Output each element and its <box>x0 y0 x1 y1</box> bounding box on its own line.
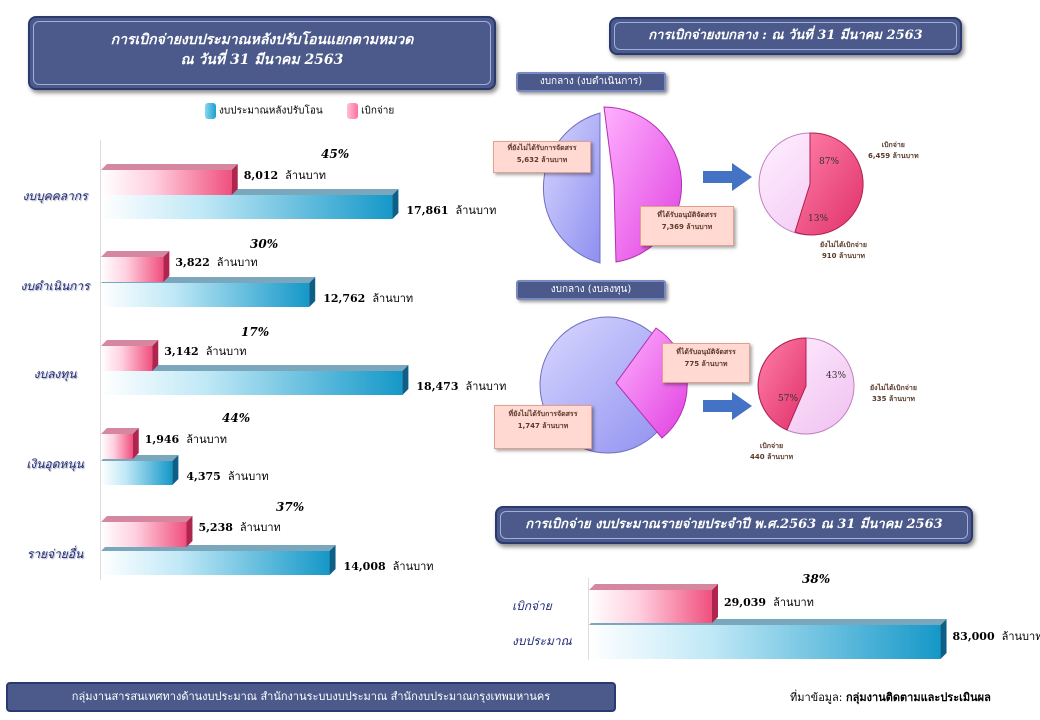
spent-value-1: 3,822 ล้านบาท <box>175 256 258 269</box>
subpie2-spent-value: 440 <box>750 453 765 461</box>
pie1-note-unallocated-value: 5,632 <box>516 156 539 164</box>
annual-budget-title-text: การเบิกจ่าย งบประมาณรายจ่ายประจำปี พ.ศ.2… <box>525 517 943 532</box>
budget-value-0: 17,861 ล้านบาท <box>406 204 497 217</box>
percent-label-1: 30% <box>250 237 279 251</box>
data-source: ที่มาข้อมูล: กลุ่มงานติดตามและประเมินผล <box>790 688 991 706</box>
annual-budget-title: การเบิกจ่าย งบประมาณรายจ่ายประจำปี พ.ศ.2… <box>495 506 973 544</box>
subpie1-spent-label: เบิกจ่าย 6,459 ล้านบาท <box>868 140 919 162</box>
pie1-note-allocated: ที่ได้รับอนุมัติจัดสรร 7,369 ล้านบาท <box>640 206 734 246</box>
pie1-button[interactable]: งบกลาง (งบดำเนินการ) <box>516 72 666 92</box>
left-chart-subtitle: ณ วันที่ 31 มีนาคม 2563 <box>180 52 344 68</box>
percent-label-0: 45% <box>321 147 350 161</box>
budget-bar-4 <box>101 545 336 575</box>
spent-value-0: 8,012 ล้านบาท <box>243 169 327 182</box>
subpie2-spent-label-text: เบิกจ่าย <box>759 442 784 450</box>
central-budget-title-text: การเบิกจ่ายงบกลาง : ณ วันที่ 31 มีนาคม 2… <box>648 28 923 43</box>
subpie1-spent-pct: 87% <box>819 157 840 167</box>
subpie1-unspent-label: ยังไม่ได้เบิกจ่าย 910 ล้านบาท <box>820 240 867 262</box>
category-label-1: งบดำเนินการ <box>20 279 90 293</box>
pie2-note-unallocated: ที่ยังไม่ได้รับการจัดสรร 1,747 ล้านบาท <box>494 405 592 449</box>
data-source-prefix: ที่มาข้อมูล: <box>790 691 846 704</box>
pie2-note-allocated: ที่ได้รับอนุมัติจัดสรร 775 ล้านบาท <box>662 343 750 383</box>
footer-banner: กลุ่มงานสารสนเทศทางด้านงบประมาณ สำนักงาน… <box>6 682 616 712</box>
legend-spent-swatch <box>347 103 359 119</box>
pie2-note-allocated-value: 775 <box>684 360 700 368</box>
budget-value-3: 4,375 ล้านบาท <box>186 470 269 483</box>
category-label-3: เงินอุดหนุน <box>26 457 84 471</box>
left-chart-title: การเบิกจ่ายงบประมาณหลังปรับโอนแยกตามหมวด <box>110 32 414 48</box>
annual-cat-budget: งบประมาณ <box>512 634 572 648</box>
pie1-note-unallocated-label: ที่ยังไม่ได้รับการจัดสรร <box>507 144 577 152</box>
arrow-right-icon <box>703 163 752 191</box>
left-chart-axis <box>100 140 102 580</box>
annual-budget-bar <box>589 619 947 659</box>
pie2-note-unallocated-label: ที่ยังไม่ได้รับการจัดสรร <box>508 410 578 418</box>
pie2-note-unallocated-value: 1,747 <box>517 422 540 430</box>
category-label-4: รายจ่ายอื่น <box>26 547 84 561</box>
subpie1-spent-label-text: เบิกจ่าย <box>881 141 905 149</box>
subpie2-unspent <box>757 337 855 435</box>
spent-bar-3 <box>101 428 139 459</box>
budget-bar-0 <box>101 189 399 219</box>
unit-label: ล้านบาท <box>701 360 728 368</box>
budget-value-4: 14,008 ล้านบาท <box>343 560 434 573</box>
budget-bar-3 <box>101 455 179 485</box>
subpie1-spent <box>794 132 864 236</box>
legend: งบประมาณหลังปรับโอน เบิกจ่าย <box>205 103 394 119</box>
spent-bar-1 <box>101 251 170 282</box>
arrow-right-icon <box>703 392 752 420</box>
subpie2-unspent-label: ยังไม่ได้เบิกจ่าย 335 ล้านบาท <box>870 383 917 405</box>
pie1-note-allocated-label: ที่ได้รับอนุมัติจัดสรร <box>657 211 717 219</box>
annual-cat-spent: เบิกจ่าย <box>512 599 552 613</box>
unit-label: ล้านบาท <box>542 422 569 430</box>
spent-bar-4 <box>101 516 193 547</box>
budget-value-2: 18,473 ล้านบาท <box>416 380 507 393</box>
legend-budget-swatch <box>205 103 216 119</box>
percent-label-3: 44% <box>222 411 251 425</box>
unit-label: ล้านบาท <box>767 453 794 461</box>
data-source-name: กลุ่มงานติดตามและประเมินผล <box>846 691 991 704</box>
annual-percent-label: 38% <box>802 572 831 586</box>
spent-value-2: 3,142 ล้านบาท <box>164 345 247 358</box>
category-label-0: งบบุคคลากร <box>22 189 88 203</box>
annual-spent-bar <box>589 584 718 623</box>
subpie2-spent-pct: 57% <box>778 394 799 404</box>
legend-spent-label: เบิกจ่าย <box>361 105 395 117</box>
unit-label: ล้านบาท <box>889 395 915 403</box>
subpie1-unspent-pct: 13% <box>808 214 829 224</box>
annual-chart-axis <box>588 578 590 660</box>
pie1-slice-unallocated <box>542 112 601 264</box>
category-label-2: งบลงทุน <box>33 367 77 381</box>
spent-bar-0 <box>101 164 238 195</box>
subpie2-spent <box>757 337 807 431</box>
subpie2-unspent-label-text: ยังไม่ได้เบิกจ่าย <box>870 384 917 392</box>
unit-label: ล้านบาท <box>686 223 713 231</box>
percent-label-4: 37% <box>276 500 305 514</box>
pie1-note-unallocated: ที่ยังไม่ได้รับการจัดสรร 5,632 ล้านบาท <box>493 141 591 173</box>
pie2-note-allocated-label: ที่ได้รับอนุมัติจัดสรร <box>676 348 736 356</box>
budget-value-1: 12,762 ล้านบาท <box>323 292 414 305</box>
spent-bar-2 <box>101 340 159 371</box>
spent-value-4: 5,238 ล้านบาท <box>198 521 281 534</box>
pie1-note-allocated-value: 7,369 <box>661 223 684 231</box>
left-chart-title-box: การเบิกจ่ายงบประมาณหลังปรับโอนแยกตามหมวด… <box>28 16 496 90</box>
unit-label: ล้านบาท <box>839 252 865 260</box>
annual-spent-value: 29,039 ล้านบาท <box>723 596 814 609</box>
subpie1-spent-value: 6,459 <box>868 152 891 160</box>
percent-label-2: 17% <box>241 325 270 339</box>
annual-budget-value: 83,000 ล้านบาท <box>952 630 1040 643</box>
central-budget-title: การเบิกจ่ายงบกลาง : ณ วันที่ 31 มีนาคม 2… <box>609 17 962 55</box>
budget-bar-2 <box>101 365 409 395</box>
spent-value-3: 1,946 ล้านบาท <box>144 433 228 446</box>
subpie1-unspent-label-text: ยังไม่ได้เบิกจ่าย <box>820 241 867 249</box>
pie2-button[interactable]: งบกลาง (งบลงทุน) <box>516 280 666 300</box>
subpie2-spent-label: เบิกจ่าย 440 ล้านบาท <box>750 441 793 463</box>
subpie1-unspent-value: 910 <box>821 252 837 260</box>
subpie2-unspent-value: 335 <box>871 395 887 403</box>
subpie2-unspent-pct: 43% <box>826 371 847 381</box>
budget-bar-1 <box>101 277 316 307</box>
unit-label: ล้านบาท <box>541 156 568 164</box>
unit-label: ล้านบาท <box>892 152 919 160</box>
legend-budget-label: งบประมาณหลังปรับโอน <box>219 105 323 117</box>
